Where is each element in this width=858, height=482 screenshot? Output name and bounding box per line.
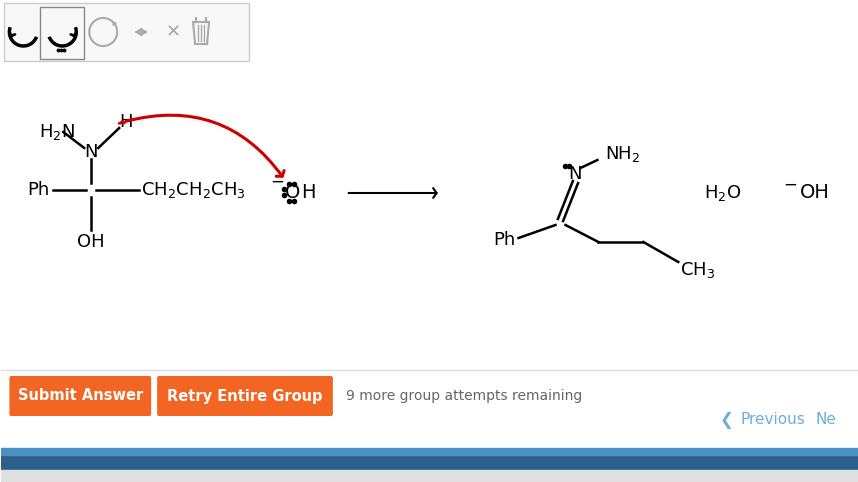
Bar — [2, 455, 858, 470]
Text: Retry Entire Group: Retry Entire Group — [167, 388, 323, 403]
Text: Submit Answer: Submit Answer — [18, 388, 143, 403]
Text: Ph: Ph — [27, 181, 49, 199]
Text: N: N — [569, 165, 583, 183]
Text: Ne: Ne — [815, 413, 836, 428]
Bar — [2, 448, 858, 455]
Text: CH$_2$CH$_2$CH$_3$: CH$_2$CH$_2$CH$_3$ — [142, 180, 246, 200]
Text: NH$_2$: NH$_2$ — [606, 144, 641, 164]
Text: ✕: ✕ — [166, 23, 181, 41]
Text: H$_2$N: H$_2$N — [39, 122, 76, 142]
Text: N: N — [84, 143, 98, 161]
Text: 9 more group attempts remaining: 9 more group attempts remaining — [346, 389, 582, 403]
Text: −: − — [270, 173, 284, 191]
Text: OH: OH — [801, 184, 830, 202]
Text: H: H — [300, 183, 315, 201]
FancyBboxPatch shape — [9, 376, 151, 416]
Text: Ph: Ph — [493, 231, 516, 249]
Text: O: O — [285, 183, 300, 201]
Text: −: − — [783, 176, 797, 194]
Text: H: H — [119, 113, 133, 131]
Text: OH: OH — [77, 233, 105, 251]
Text: CH$_3$: CH$_3$ — [680, 260, 716, 280]
Text: ❮: ❮ — [719, 411, 733, 429]
Bar — [2, 470, 858, 482]
FancyBboxPatch shape — [4, 3, 249, 61]
Text: H$_2$O: H$_2$O — [704, 183, 741, 203]
Text: Previous: Previous — [740, 413, 805, 428]
FancyBboxPatch shape — [157, 376, 333, 416]
FancyBboxPatch shape — [40, 7, 84, 59]
